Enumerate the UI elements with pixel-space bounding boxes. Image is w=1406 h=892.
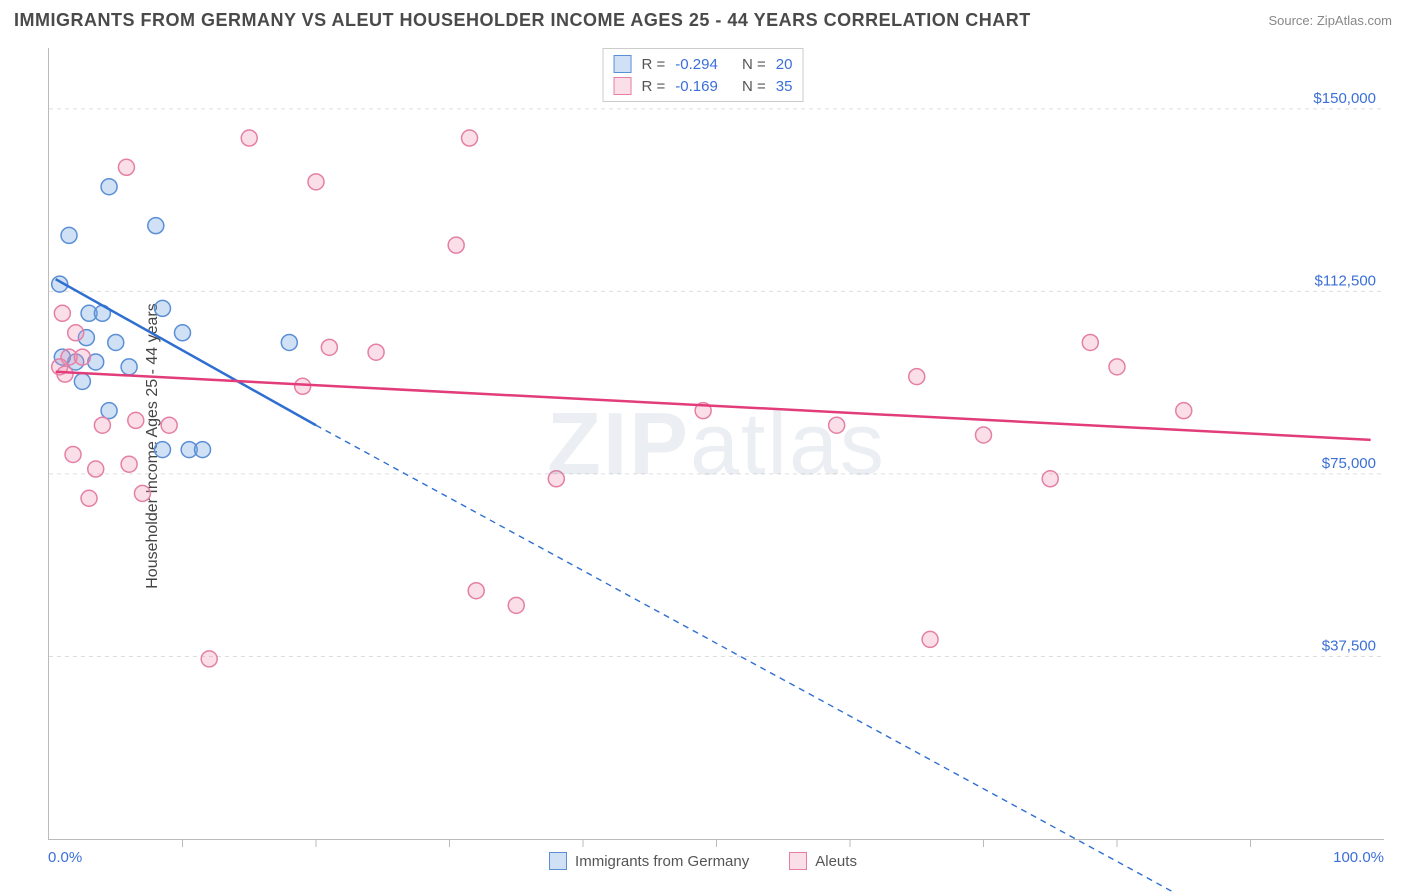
N-label: N = xyxy=(742,78,766,95)
swatch-aleuts-icon xyxy=(614,77,632,95)
R-value-germany: -0.294 xyxy=(675,56,718,73)
swatch-aleuts-icon xyxy=(789,852,807,870)
legend-item-germany: Immigrants from Germany xyxy=(549,852,749,870)
legend-label-germany: Immigrants from Germany xyxy=(575,853,749,870)
N-value-aleuts: 35 xyxy=(776,78,793,95)
svg-text:$150,000: $150,000 xyxy=(1313,90,1376,107)
chart-title: IMMIGRANTS FROM GERMANY VS ALEUT HOUSEHO… xyxy=(14,10,1031,31)
swatch-germany-icon xyxy=(614,55,632,73)
bottom-legend: Immigrants from Germany Aleuts xyxy=(0,852,1406,870)
svg-text:$112,500: $112,500 xyxy=(1315,272,1376,289)
swatch-germany-icon xyxy=(549,852,567,870)
chart-container: IMMIGRANTS FROM GERMANY VS ALEUT HOUSEHO… xyxy=(0,0,1406,892)
stats-row-aleuts: R = -0.169 N = 35 xyxy=(614,75,793,97)
title-bar: IMMIGRANTS FROM GERMANY VS ALEUT HOUSEHO… xyxy=(0,0,1406,40)
stats-row-germany: R = -0.294 N = 20 xyxy=(614,53,793,75)
stats-legend: R = -0.294 N = 20 R = -0.169 N = 35 xyxy=(603,48,804,102)
svg-text:$75,000: $75,000 xyxy=(1322,455,1376,472)
plot-svg: $37,500 $75,000 $112,500 $150,000 xyxy=(49,48,1384,839)
R-label: R = xyxy=(642,78,666,95)
legend-item-aleuts: Aleuts xyxy=(789,852,857,870)
R-label: R = xyxy=(642,56,666,73)
N-value-germany: 20 xyxy=(776,56,793,73)
N-label: N = xyxy=(742,56,766,73)
source-label: Source: ZipAtlas.com xyxy=(1268,13,1392,28)
plot-area: $37,500$75,000$112,500$150,000 ZIPatlas xyxy=(48,48,1384,840)
legend-label-aleuts: Aleuts xyxy=(815,853,857,870)
R-value-aleuts: -0.169 xyxy=(675,78,718,95)
svg-text:$37,500: $37,500 xyxy=(1322,637,1376,654)
